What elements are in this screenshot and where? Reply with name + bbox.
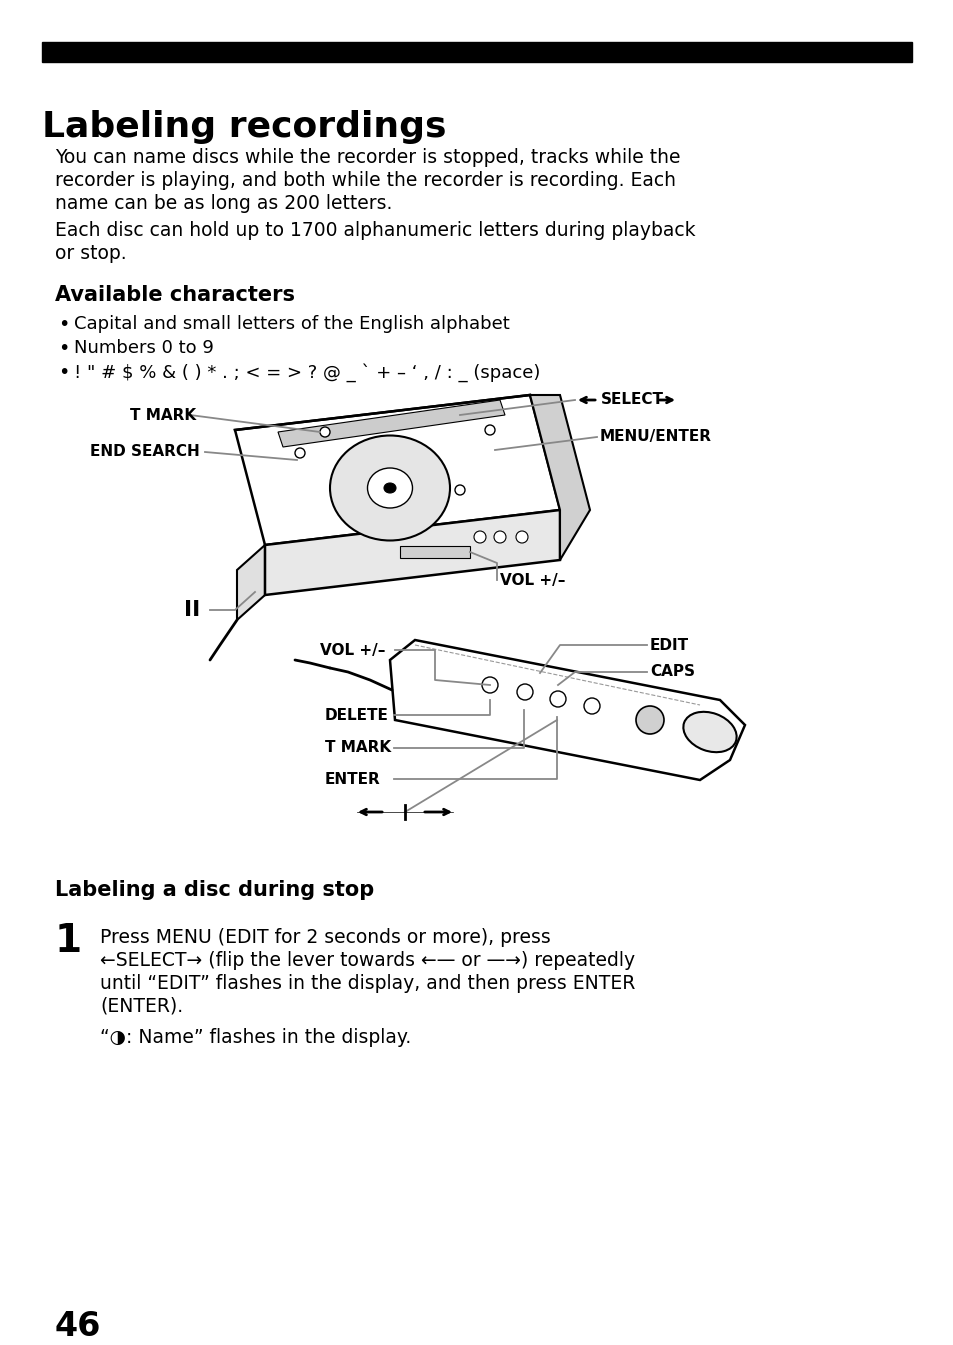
Polygon shape (236, 545, 265, 620)
Circle shape (583, 698, 599, 714)
Text: Numbers 0 to 9: Numbers 0 to 9 (74, 339, 213, 356)
Ellipse shape (330, 436, 450, 541)
Circle shape (455, 486, 464, 495)
Circle shape (481, 677, 497, 693)
Text: T MARK: T MARK (130, 408, 196, 422)
Text: Capital and small letters of the English alphabet: Capital and small letters of the English… (74, 315, 509, 334)
Text: •: • (58, 315, 70, 334)
Circle shape (494, 531, 505, 543)
Ellipse shape (367, 468, 412, 508)
Circle shape (550, 691, 565, 707)
Text: until “EDIT” flashes in the display, and then press ENTER: until “EDIT” flashes in the display, and… (100, 974, 635, 993)
Ellipse shape (384, 483, 395, 494)
Text: ! " # $ % & ( ) * . ; < = > ? @ _ ` + – ‘ , / : _ (space): ! " # $ % & ( ) * . ; < = > ? @ _ ` + – … (74, 363, 539, 382)
Bar (399, 546, 470, 558)
Text: EDIT: EDIT (649, 638, 688, 652)
Text: DELETE: DELETE (325, 707, 389, 722)
Text: Each disc can hold up to 1700 alphanumeric letters during playback: Each disc can hold up to 1700 alphanumer… (55, 221, 695, 239)
Text: ←SELECT→ (flip the lever towards ←— or —→) repeatedly: ←SELECT→ (flip the lever towards ←— or —… (100, 951, 635, 970)
Text: or stop.: or stop. (55, 243, 127, 264)
Text: 46: 46 (55, 1310, 101, 1344)
Polygon shape (265, 510, 559, 594)
Circle shape (517, 685, 533, 699)
Circle shape (484, 425, 495, 434)
Text: Labeling a disc during stop: Labeling a disc during stop (55, 880, 374, 900)
Polygon shape (390, 640, 744, 780)
Text: ENTER: ENTER (325, 772, 380, 787)
Text: (ENTER).: (ENTER). (100, 997, 183, 1015)
Circle shape (294, 448, 305, 459)
Circle shape (474, 531, 485, 543)
Circle shape (516, 531, 527, 543)
Polygon shape (530, 395, 589, 560)
Text: Labeling recordings: Labeling recordings (42, 110, 446, 144)
Text: END SEARCH: END SEARCH (90, 444, 199, 460)
Text: SELECT: SELECT (600, 393, 663, 408)
Text: VOL +/–: VOL +/– (499, 573, 565, 588)
Text: •: • (58, 363, 70, 382)
Text: You can name discs while the recorder is stopped, tracks while the: You can name discs while the recorder is… (55, 148, 679, 167)
Circle shape (319, 426, 330, 437)
Circle shape (636, 706, 663, 734)
Polygon shape (234, 395, 559, 545)
Text: VOL +/–: VOL +/– (319, 643, 385, 658)
Text: MENU/ENTER: MENU/ENTER (599, 429, 711, 444)
Text: Press MENU (EDIT for 2 seconds or more), press: Press MENU (EDIT for 2 seconds or more),… (100, 928, 550, 947)
Text: 1: 1 (55, 923, 82, 960)
Text: T MARK: T MARK (325, 741, 391, 756)
Text: name can be as long as 200 letters.: name can be as long as 200 letters. (55, 194, 392, 213)
Bar (42, 42, 911, 62)
Text: Available characters: Available characters (55, 285, 294, 305)
Text: CAPS: CAPS (649, 664, 695, 679)
Text: •: • (58, 339, 70, 358)
Text: “◑: Name” flashes in the display.: “◑: Name” flashes in the display. (100, 1028, 411, 1046)
Polygon shape (277, 399, 504, 447)
Text: recorder is playing, and both while the recorder is recording. Each: recorder is playing, and both while the … (55, 171, 676, 190)
Text: II: II (184, 600, 200, 620)
Ellipse shape (682, 712, 736, 752)
